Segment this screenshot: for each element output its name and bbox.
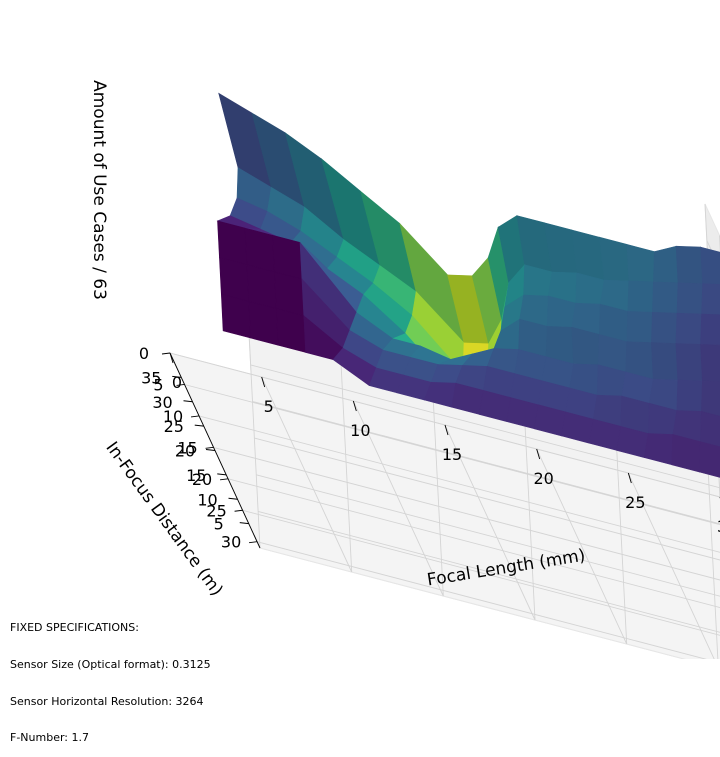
surface-facet (676, 313, 702, 344)
surface-facet (677, 283, 703, 314)
y-tick-label: 20 (175, 442, 195, 461)
surface-facet (676, 246, 703, 284)
surface-facet (676, 344, 703, 382)
fixed-specifications: FIXED SPECIFICATIONS: Sensor Size (Optic… (10, 598, 211, 757)
z-tick (162, 353, 170, 354)
y-tick-label: 5 (214, 515, 224, 534)
z-tick (206, 447, 214, 448)
x-tick-label: 15 (442, 445, 462, 464)
z-tick-label: 30 (221, 533, 241, 552)
surface-facet (702, 284, 720, 315)
surface-facet (677, 380, 703, 411)
surface-facet (701, 247, 720, 285)
surface-facet (651, 343, 677, 381)
surface-facet (276, 309, 305, 353)
z-tick (235, 510, 243, 511)
y-tick (217, 474, 226, 475)
z-tick (220, 479, 228, 480)
spec-sensor-size: Sensor Size (Optical format): 0.3125 (10, 659, 211, 671)
z-tick (191, 416, 199, 417)
y-tick-label: 15 (186, 466, 206, 485)
surface-facet (651, 312, 677, 343)
y-tick (206, 450, 215, 451)
surface-facet (249, 301, 278, 345)
y-tick-label: 30 (152, 393, 172, 412)
z-tick (249, 542, 257, 543)
specs-heading: FIXED SPECIFICATIONS: (10, 622, 211, 634)
surface-facet (627, 244, 655, 282)
y-tick-label: 35 (141, 368, 161, 387)
spec-f-number: F-Number: 1.7 (10, 732, 211, 744)
y-tick (229, 498, 238, 499)
x-tick-label: 5 (264, 397, 274, 416)
z-axis-label: Amount of Use Cases / 63 (89, 80, 109, 300)
surface-plot: 0510152025305101520253035051015202530 Am… (0, 0, 720, 659)
spec-resolution: Sensor Horizontal Resolution: 3264 (10, 696, 211, 708)
y-tick-label: 10 (197, 490, 217, 509)
y-tick (195, 425, 204, 426)
surface-facet (653, 246, 678, 283)
x-tick-label: 10 (350, 421, 370, 440)
y-tick (240, 523, 249, 524)
y-tick-label: 25 (164, 417, 184, 436)
surface-facet (627, 311, 653, 342)
surface-facet (652, 282, 678, 313)
surface-facet (599, 237, 628, 281)
surface-facet (701, 344, 720, 382)
z-tick-label: 0 (139, 344, 149, 363)
surface-facet (701, 314, 720, 345)
x-tick-label: 25 (625, 493, 645, 512)
x-tick-label: 20 (533, 469, 553, 488)
y-tick (184, 401, 193, 402)
surface-facet (628, 281, 654, 312)
surface-facet (221, 294, 250, 338)
